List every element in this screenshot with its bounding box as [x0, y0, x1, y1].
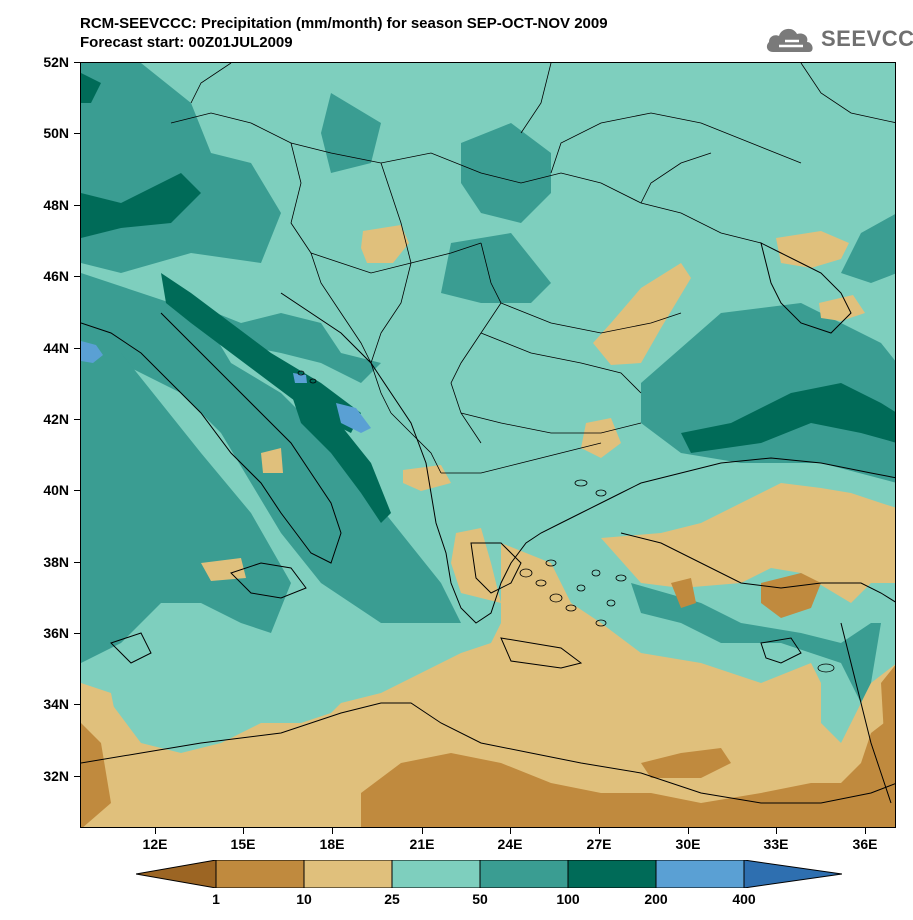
colorbar-segment [303, 860, 393, 888]
colorbar-label: 100 [556, 891, 580, 907]
colorbar-segment [215, 860, 305, 888]
lon-label: 15E [230, 836, 256, 852]
title-line-1: RCM-SEEVCCC: Precipitation (mm/month) fo… [80, 15, 608, 32]
lat-label: 50N [43, 125, 69, 141]
map-svg [81, 63, 895, 827]
colorbar-label: 200 [644, 891, 668, 907]
colorbar [136, 860, 842, 888]
lat-label: 52N [43, 54, 69, 70]
precipitation-map [80, 62, 896, 828]
lat-label: 34N [43, 696, 69, 712]
colorbar-label: 10 [296, 891, 312, 907]
colorbar-segment [655, 860, 745, 888]
zone-1-10 [81, 573, 895, 827]
cloud-logo-icon [766, 28, 813, 52]
seevccc-logo: SEEVCCC [765, 24, 913, 56]
map-title: RCM-SEEVCCC: Precipitation (mm/month) fo… [80, 14, 608, 52]
colorbar-label: 400 [732, 891, 756, 907]
lat-label: 40N [43, 482, 69, 498]
lat-label: 42N [43, 411, 69, 427]
colorbar-segment [479, 860, 569, 888]
lat-label: 36N [43, 625, 69, 641]
lat-label: 44N [43, 340, 69, 356]
lat-label: 38N [43, 554, 69, 570]
lon-label: 24E [497, 836, 523, 852]
colorbar-label: 50 [472, 891, 488, 907]
colorbar-segment-over [743, 860, 842, 888]
colorbar-segment [391, 860, 481, 888]
colorbar-label: 25 [384, 891, 400, 907]
lon-label: 33E [763, 836, 789, 852]
lon-label: 18E [319, 836, 345, 852]
colorbar-segment-under [136, 860, 217, 888]
lon-label: 30E [675, 836, 701, 852]
zone-100-200 [81, 73, 895, 523]
lat-label: 48N [43, 197, 69, 213]
aegean-islands [297, 370, 835, 673]
lon-label: 12E [142, 836, 168, 852]
coastlines [81, 242, 895, 804]
lon-label: 21E [409, 836, 435, 852]
colorbar-segment [567, 860, 657, 888]
colorbar-label: 1 [212, 891, 220, 907]
lat-label: 32N [43, 768, 69, 784]
zone-200-400 [81, 341, 371, 433]
logo-text: SEEVCCC [821, 26, 913, 51]
country-borders [170, 63, 895, 474]
lon-label: 36E [852, 836, 878, 852]
lat-label: 46N [43, 268, 69, 284]
title-line-2: Forecast start: 00Z01JUL2009 [80, 34, 293, 51]
lon-label: 27E [586, 836, 612, 852]
